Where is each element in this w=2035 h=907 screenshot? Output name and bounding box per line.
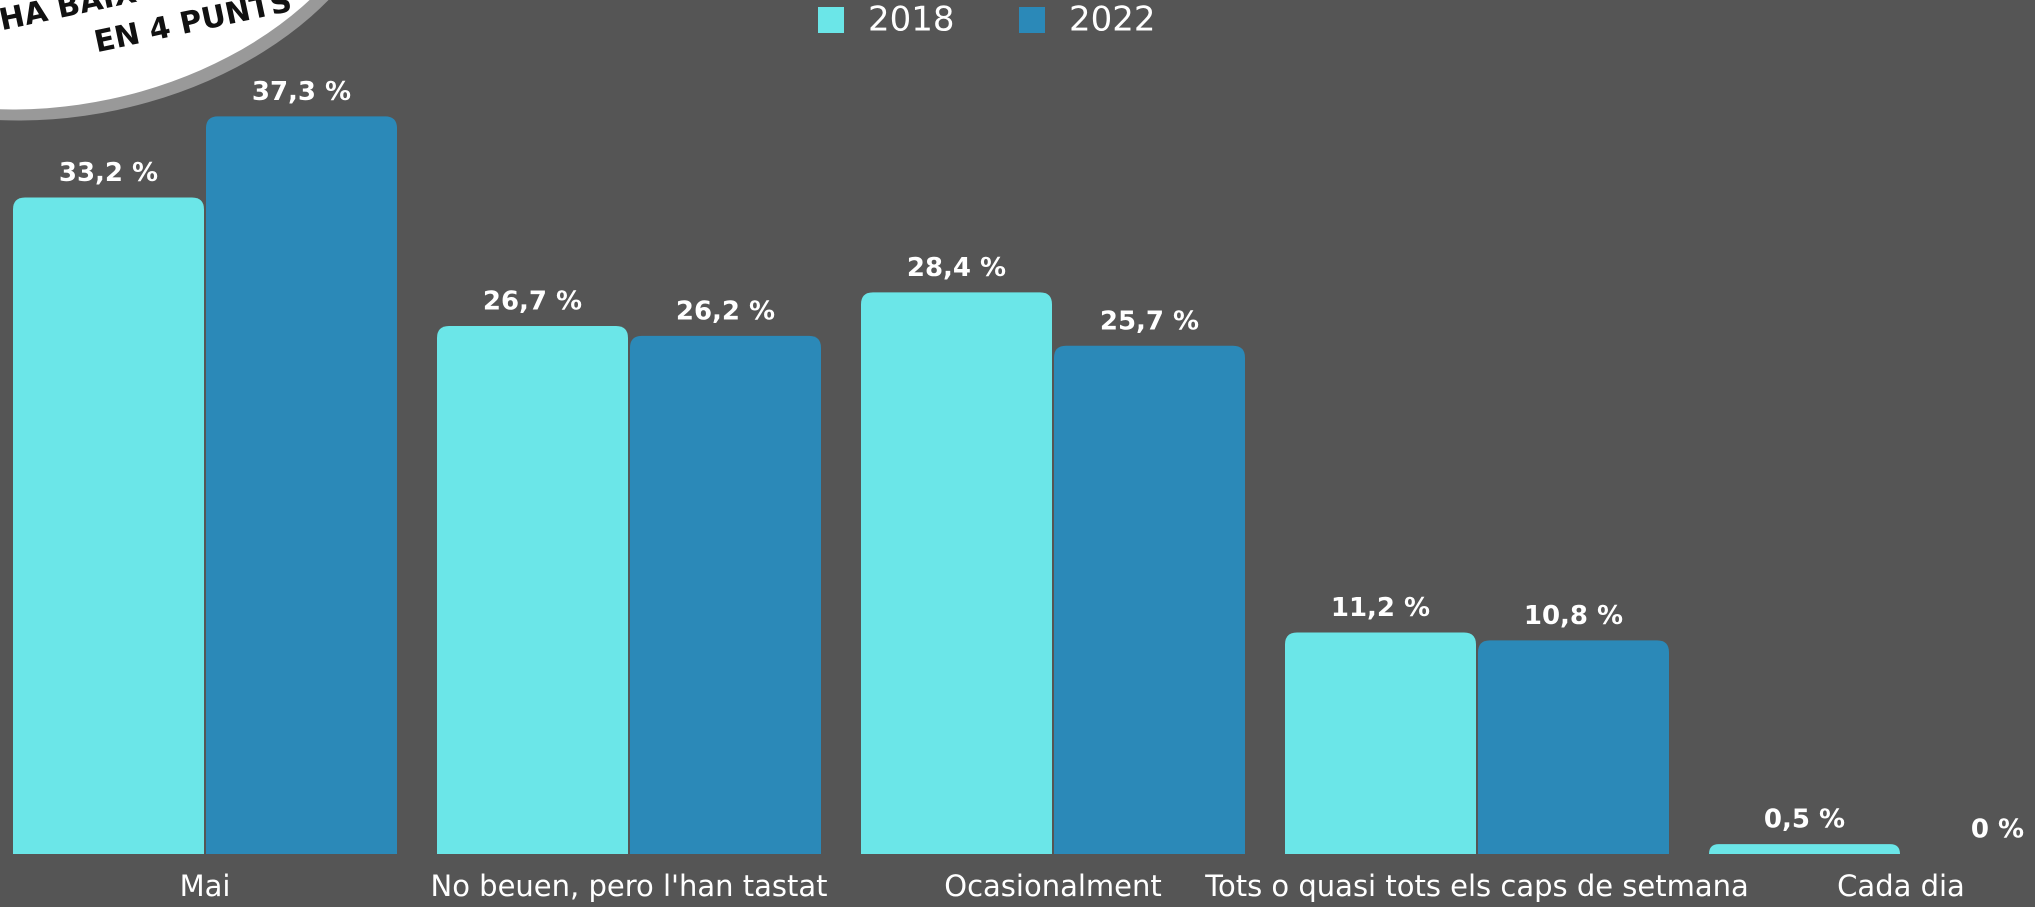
value-label: 28,4 % (907, 253, 1006, 283)
value-label: 11,2 % (1331, 593, 1430, 623)
bar (861, 292, 1052, 854)
value-label: 26,2 % (676, 296, 775, 326)
legend-swatch (818, 7, 844, 33)
bar (1054, 346, 1245, 854)
bar (13, 197, 204, 854)
page: HA BAIX EN 4 PUNTS 20182022Mai33,2 %37,3… (0, 0, 2035, 907)
x-tick-label: Mai (180, 869, 231, 903)
bar (1285, 633, 1476, 854)
value-label: 33,2 % (59, 158, 158, 188)
x-tick-label: No beuen, pero l'han tastat (431, 869, 828, 903)
legend-label: 2018 (868, 0, 955, 40)
legend-label: 2022 (1069, 0, 1156, 40)
value-label: 25,7 % (1100, 306, 1199, 336)
bar (437, 326, 628, 854)
bar (206, 116, 397, 854)
value-label: 26,7 % (483, 287, 582, 317)
bar (1478, 640, 1669, 854)
value-label: 0 % (1971, 815, 2024, 845)
value-label: 37,3 % (252, 77, 351, 107)
bar (630, 336, 821, 854)
x-tick-label: Tots o quasi tots els caps de setmana (1204, 869, 1749, 903)
chart: HA BAIX EN 4 PUNTS 20182022Mai33,2 %37,3… (0, 0, 2035, 907)
value-label: 0,5 % (1764, 805, 1845, 835)
bar (1709, 844, 1900, 854)
legend-swatch (1019, 7, 1045, 33)
value-label: 10,8 % (1524, 601, 1623, 631)
x-tick-label: Cada dia (1837, 869, 1965, 903)
x-tick-label: Ocasionalment (944, 869, 1162, 903)
